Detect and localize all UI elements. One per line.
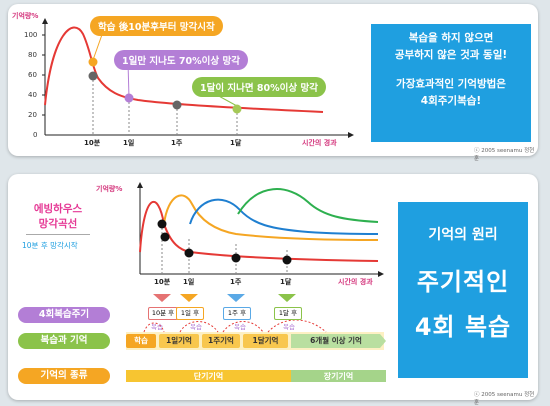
point-10min (88, 71, 98, 81)
short-term-bar (126, 370, 291, 382)
point-1day (124, 93, 134, 103)
curve-subtitle: 10분 후 망각시작 (22, 241, 78, 250)
curve-no-review (139, 201, 379, 262)
copyright-top: ⓒ 2005 seenamu 정현훈 (474, 148, 535, 162)
y-axis-label: 기억량% (96, 185, 123, 193)
principle-line-2: 4회 복습 (414, 313, 512, 341)
curve-review-2 (189, 198, 379, 235)
principle-box: 기억의 원리 주기적인 4회 복습 (398, 202, 528, 378)
triangle-1week (227, 294, 245, 302)
review-arrow-1 (143, 322, 165, 333)
stage-1day-bg (159, 334, 199, 348)
x-axis-label: 시간의 경과 (338, 278, 373, 286)
stage-1week-bg (202, 334, 240, 348)
curve-title: 에빙하우스 망각곡선 (18, 202, 98, 232)
stage-1week: 1주기억 (208, 336, 234, 345)
badge-1week: 1주 후 (223, 307, 251, 320)
y-tick-40: 40 (28, 91, 37, 99)
point-start-forgetting (88, 57, 98, 67)
label-review-memory: 복습과 기억 (18, 333, 110, 349)
point-10min (157, 219, 167, 229)
principle-line-1: 주기적인 (416, 268, 510, 296)
label-memory-type: 기억의 종류 (18, 368, 110, 384)
x-axis-label: 시간의 경과 (302, 139, 337, 147)
x-tick-10min: 10분 (154, 278, 171, 286)
stage-6month: 6개월 이상 기억 (310, 336, 362, 345)
point-1month (282, 255, 292, 265)
x-tick-1month: 1달 (280, 278, 292, 286)
x-tick-1day: 1일 (183, 278, 195, 286)
review-arrow-3 (222, 321, 264, 333)
title-divider (26, 234, 90, 235)
y-axis-arrow (137, 182, 143, 188)
badge-10min: 10분 후 (148, 307, 178, 320)
stage-learn: 학습 (134, 336, 148, 345)
stage-1day: 1일기억 (166, 336, 192, 345)
stage-learn-bg (126, 334, 156, 348)
triangle-1month (278, 294, 296, 302)
point-10min-drop (160, 232, 170, 242)
x-tick-1week: 1주 (171, 139, 183, 147)
info-box: 복습을 하지 않으면 공부하지 않은 것과 동일! 가장효과적인 기억방법은 4… (371, 24, 531, 142)
review-mark-4: 복습 (283, 323, 295, 331)
point-1day (184, 248, 194, 258)
curve-review-3 (237, 188, 379, 223)
stage-1month: 1달기억 (252, 336, 279, 345)
bottom-panel: 에빙하우스 망각곡선 10분 후 망각시작 기억량% 10분 1일 1주 1달 … (8, 174, 538, 406)
copyright-bottom: ⓒ 2005 seenamu 정현훈 (474, 392, 535, 406)
info-line-1: 복습을 하지 않으면 (408, 32, 494, 44)
stage-6month-bg (291, 334, 386, 348)
badge-1month: 1달 후 (274, 307, 302, 320)
y-tick-60: 60 (28, 71, 37, 79)
review-arrow-2 (179, 321, 219, 333)
info-line-2: 공부하지 않은 것과 동일! (394, 49, 508, 61)
callout-green: 1달이 지나면 80%이상 망각 (192, 77, 326, 97)
y-axis-label: 기억량% (12, 12, 39, 20)
point-1week (231, 253, 241, 263)
forgetting-curve-chart (42, 18, 354, 138)
forgetting-curve (44, 26, 324, 113)
callout-orange: 학습 後10분후부터 망각시작 (90, 16, 223, 36)
triangle-1day (180, 294, 198, 302)
x-tick-10min: 10분 (84, 139, 101, 147)
badge-1day: 1일 후 (176, 307, 204, 320)
curve-title-line-2: 망각곡선 (38, 218, 78, 230)
x-axis-arrow (378, 271, 384, 277)
callout-purple: 1일만 지나도 70%이상 망각 (114, 50, 248, 70)
long-term-bar (291, 370, 386, 382)
long-term-label: 장기기억 (323, 372, 354, 381)
curve-title-line-1: 에빙하우스 (33, 203, 83, 215)
principle-title: 기억의 원리 (428, 227, 498, 243)
y-tick-20: 20 (28, 111, 37, 119)
point-1month (232, 104, 242, 114)
top-panel: 기억량% 100 80 60 40 20 0 10분 1일 1주 1달 시간의 … (8, 4, 538, 162)
review-mark-3: 복습 (234, 323, 246, 331)
short-term-label: 단기기억 (193, 372, 224, 381)
triangle-10min (153, 294, 171, 302)
x-tick-1month: 1달 (230, 139, 242, 147)
point-1week (172, 100, 182, 110)
y-axis-arrow (42, 18, 48, 24)
info-line-3: 가장효과적인 기억방법은 (396, 78, 506, 90)
x-tick-1week: 1주 (230, 278, 242, 286)
y-tick-0: 0 (33, 131, 38, 139)
y-tick-80: 80 (28, 51, 37, 59)
label-review-cycle: 4회복습주기 (18, 307, 110, 323)
review-arrow-4 (267, 319, 327, 333)
x-tick-1day: 1일 (123, 139, 135, 147)
review-mark-1: 복습 (151, 323, 163, 331)
x-axis-arrow (348, 132, 354, 138)
stage-1month-bg (243, 334, 288, 348)
review-mark-2: 복습 (190, 323, 202, 331)
y-tick-100: 100 (24, 31, 38, 39)
curve-review-1 (163, 194, 379, 241)
info-line-4: 4회주기복습! (420, 95, 482, 107)
review-cycle-chart (126, 182, 386, 382)
